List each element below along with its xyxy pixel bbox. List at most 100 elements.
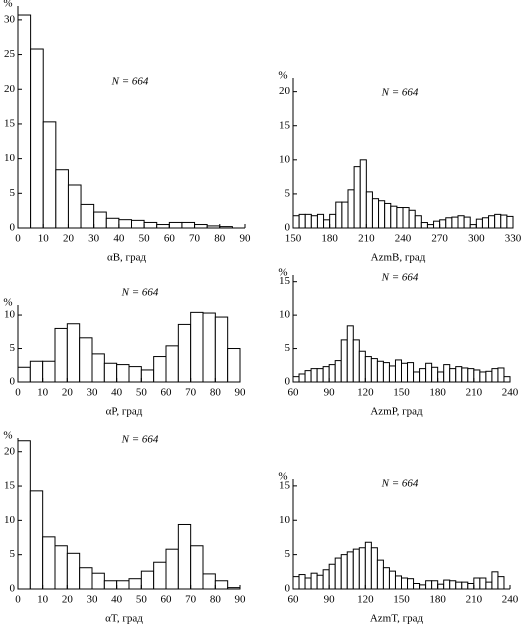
x-tick-label: 10 — [37, 387, 49, 399]
bar — [79, 337, 93, 383]
bar — [394, 575, 403, 590]
bar — [388, 570, 396, 590]
x-tick-label: 70 — [185, 594, 197, 606]
x-tick-label: 90 — [324, 594, 336, 606]
bar — [116, 364, 130, 383]
bar — [419, 584, 427, 590]
x-tick-label: 0 — [15, 387, 21, 399]
bar — [340, 339, 348, 383]
bar — [365, 191, 373, 229]
y-tick-label: 0 — [285, 222, 291, 234]
bar — [55, 169, 69, 229]
bar — [316, 213, 325, 229]
bar — [425, 362, 433, 383]
x-tick-label: 150 — [285, 233, 302, 245]
y-tick-label: 15 — [4, 480, 16, 492]
x-tick-label: 30 — [87, 594, 99, 606]
bar — [494, 213, 502, 229]
bar — [156, 224, 170, 229]
bar — [390, 205, 398, 229]
y-tick-label: 10 — [279, 514, 291, 526]
bar — [202, 312, 216, 383]
x-tick-label: 20 — [63, 233, 75, 245]
x-tick-label: 180 — [429, 594, 446, 606]
bar — [473, 577, 481, 590]
bar — [467, 368, 475, 383]
bar — [431, 366, 439, 383]
bar — [370, 547, 378, 590]
bar — [408, 209, 416, 229]
bar — [131, 219, 145, 229]
x-tick-label: 0 — [15, 233, 21, 245]
y-tick-label: 20 — [279, 85, 291, 97]
x-tick-label: 150 — [393, 594, 410, 606]
x-tick-label: 20 — [62, 387, 74, 399]
annotation: N = 664 — [381, 272, 419, 284]
bar — [292, 376, 300, 383]
bar — [17, 14, 32, 229]
bar — [323, 219, 331, 229]
x-tick-label: 210 — [466, 387, 483, 399]
y-tick-label: 30 — [4, 13, 16, 25]
x-tick-label: 150 — [393, 387, 410, 399]
bar — [304, 370, 312, 383]
x-tick-label: 0 — [15, 594, 21, 606]
bar — [328, 364, 336, 383]
bar — [93, 211, 107, 229]
bar — [42, 121, 57, 229]
x-tick-label: 240 — [395, 233, 412, 245]
bar — [382, 567, 390, 590]
annotation: N = 664 — [121, 434, 159, 446]
bar — [352, 548, 360, 590]
bar — [371, 198, 380, 229]
bar — [437, 583, 445, 590]
y-axis-label: % — [278, 267, 287, 279]
bar — [190, 311, 204, 383]
bar — [165, 345, 179, 383]
bar — [347, 189, 355, 229]
x-tick-label: 60 — [161, 387, 173, 399]
bar — [80, 203, 95, 229]
bar — [334, 360, 342, 383]
bar — [190, 545, 204, 590]
bar — [475, 218, 483, 229]
bar — [168, 221, 183, 229]
bar — [292, 215, 300, 229]
x-tick-label: 240 — [502, 387, 519, 399]
bar — [316, 368, 324, 383]
bar — [66, 323, 81, 383]
x-tick-label: 90 — [240, 233, 252, 245]
bar — [91, 572, 105, 590]
bar — [322, 569, 330, 590]
x-tick-label: 330 — [505, 233, 522, 245]
bar — [298, 373, 306, 383]
bar — [194, 224, 208, 229]
bar — [488, 215, 496, 229]
bar — [153, 561, 167, 590]
x-tick-label: 40 — [111, 594, 123, 606]
annotation: N = 664 — [381, 478, 419, 490]
bar — [449, 368, 457, 383]
bar — [340, 554, 348, 590]
bar — [328, 563, 336, 590]
bar — [469, 224, 477, 229]
y-tick-label: 10 — [279, 153, 291, 165]
bar — [116, 580, 130, 590]
bar — [491, 571, 499, 590]
bar — [17, 440, 31, 590]
x-tick-label: 180 — [321, 233, 338, 245]
x-tick-label: 300 — [468, 233, 485, 245]
annotation: N = 664 — [111, 76, 149, 88]
bar — [455, 581, 463, 590]
y-axis-label: % — [3, 0, 12, 10]
bar — [214, 580, 229, 590]
bar — [322, 366, 330, 383]
bar — [378, 200, 386, 229]
bar — [352, 339, 360, 383]
bar — [376, 559, 384, 590]
y-axis-label: % — [278, 70, 287, 82]
y-tick-label: 5 — [10, 548, 16, 560]
x-tick-label: 90 — [235, 594, 247, 606]
bar — [165, 548, 179, 590]
bar — [42, 536, 56, 590]
